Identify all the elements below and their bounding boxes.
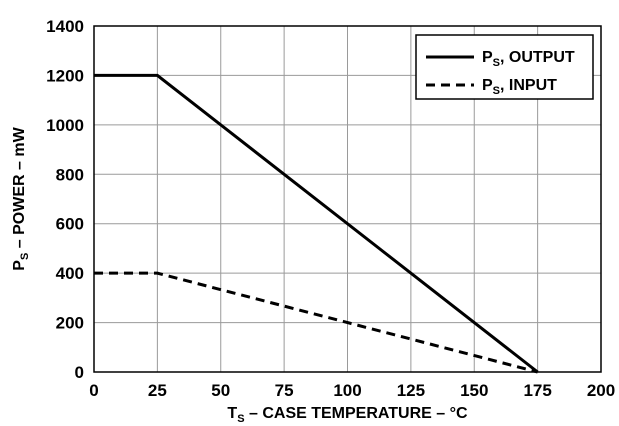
- x-tick-label: 175: [523, 381, 551, 400]
- x-tick-label: 100: [333, 381, 361, 400]
- legend: PS, OUTPUT PS, INPUT: [415, 34, 594, 100]
- x-tick-label: 50: [211, 381, 230, 400]
- legend-output-main: P: [482, 49, 493, 66]
- y-tick-label: 0: [75, 363, 84, 382]
- y-tick-label: 1200: [46, 66, 84, 85]
- y-tick-label: 600: [56, 215, 84, 234]
- x-tick-label: 75: [275, 381, 294, 400]
- legend-input-sub: S: [493, 85, 500, 97]
- x-tick-labels: 0 25 50 75 100 125 150 175 200: [89, 381, 615, 400]
- legend-input-main: P: [482, 77, 493, 94]
- x-tick-label: 125: [397, 381, 425, 400]
- y-axis-label-rest: – POWER – mW: [11, 126, 28, 252]
- plot-frame: [93, 25, 602, 373]
- y-tick-label: 800: [56, 165, 84, 184]
- x-tick-label: 200: [587, 381, 615, 400]
- y-axis-label: PS – POWER – mW: [11, 126, 31, 270]
- legend-box: [415, 34, 594, 100]
- legend-input-rest: , INPUT: [500, 77, 557, 94]
- series-line-output: [94, 73, 539, 374]
- x-axis-label: TS – CASE TEMPERATURE – °C: [227, 405, 468, 425]
- y-axis-label-sub: S: [19, 253, 31, 260]
- legend-output-rest: , OUTPUT: [500, 49, 575, 66]
- x-tick-label: 150: [460, 381, 488, 400]
- x-tick-label: 0: [89, 381, 98, 400]
- y-tick-label: 1000: [46, 116, 84, 135]
- x-axis-label-main: T: [227, 405, 237, 422]
- legend-output-sub: S: [493, 57, 500, 69]
- y-tick-label: 400: [56, 264, 84, 283]
- series-line-input: [94, 271, 539, 374]
- x-axis-label-rest: – CASE TEMPERATURE – °C: [245, 405, 468, 422]
- series-lines: [94, 73, 539, 374]
- y-axis-label-main: P: [11, 260, 28, 271]
- y-tick-labels: 0 200 400 600 800 1000 1200 1400: [46, 17, 84, 382]
- x-axis-label-sub: S: [237, 413, 244, 425]
- y-tick-label: 1400: [46, 17, 84, 36]
- legend-label-output: PS, OUTPUT: [482, 49, 575, 69]
- x-tick-label: 25: [148, 381, 167, 400]
- y-tick-label: 200: [56, 314, 84, 333]
- legend-label-input: PS, INPUT: [482, 77, 557, 97]
